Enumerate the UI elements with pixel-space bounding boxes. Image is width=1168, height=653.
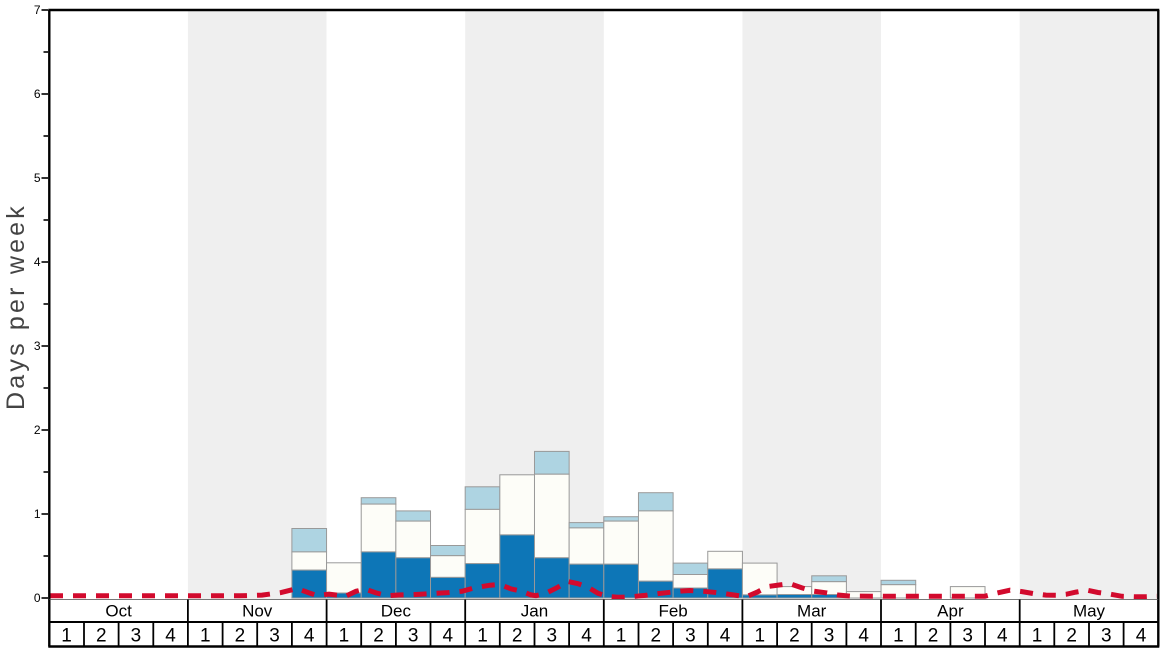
svg-text:Jan: Jan (521, 602, 548, 621)
svg-text:2: 2 (651, 626, 662, 647)
svg-text:1: 1 (339, 626, 350, 647)
svg-text:2: 2 (235, 626, 246, 647)
svg-text:1: 1 (893, 626, 904, 647)
svg-text:4: 4 (34, 255, 41, 269)
svg-text:4: 4 (1136, 626, 1147, 647)
svg-text:Days per week: Days per week (2, 203, 30, 410)
svg-text:1: 1 (477, 626, 488, 647)
svg-text:3: 3 (547, 626, 558, 647)
svg-text:4: 4 (581, 626, 592, 647)
svg-text:4: 4 (997, 626, 1008, 647)
svg-text:Oct: Oct (105, 602, 132, 621)
svg-text:Dec: Dec (381, 602, 412, 621)
svg-text:3: 3 (1101, 626, 1112, 647)
svg-text:3: 3 (408, 626, 419, 647)
svg-text:3: 3 (685, 626, 696, 647)
svg-text:Mar: Mar (797, 602, 827, 621)
svg-text:4: 4 (443, 626, 454, 647)
svg-text:2: 2 (34, 423, 41, 437)
svg-text:2: 2 (96, 626, 107, 647)
svg-text:4: 4 (165, 626, 176, 647)
svg-text:1: 1 (1032, 626, 1043, 647)
svg-text:Feb: Feb (658, 602, 687, 621)
svg-text:3: 3 (824, 626, 835, 647)
svg-text:7: 7 (34, 3, 41, 17)
svg-text:1: 1 (61, 626, 72, 647)
svg-text:3: 3 (962, 626, 973, 647)
svg-text:5: 5 (34, 171, 41, 185)
svg-text:0: 0 (34, 591, 41, 605)
svg-text:4: 4 (720, 626, 731, 647)
svg-text:3: 3 (131, 626, 142, 647)
svg-text:2: 2 (373, 626, 384, 647)
svg-text:3: 3 (269, 626, 280, 647)
svg-text:May: May (1073, 602, 1106, 621)
svg-text:6: 6 (34, 87, 41, 101)
svg-text:2: 2 (1066, 626, 1077, 647)
svg-text:1: 1 (200, 626, 211, 647)
svg-text:1: 1 (34, 507, 41, 521)
svg-text:2: 2 (789, 626, 800, 647)
svg-text:2: 2 (512, 626, 523, 647)
svg-text:1: 1 (616, 626, 627, 647)
svg-text:3: 3 (34, 339, 41, 353)
svg-text:Nov: Nov (242, 602, 273, 621)
svg-text:2: 2 (928, 626, 939, 647)
svg-text:1: 1 (755, 626, 766, 647)
svg-text:4: 4 (304, 626, 315, 647)
svg-text:Apr: Apr (937, 602, 964, 621)
svg-text:4: 4 (858, 626, 869, 647)
